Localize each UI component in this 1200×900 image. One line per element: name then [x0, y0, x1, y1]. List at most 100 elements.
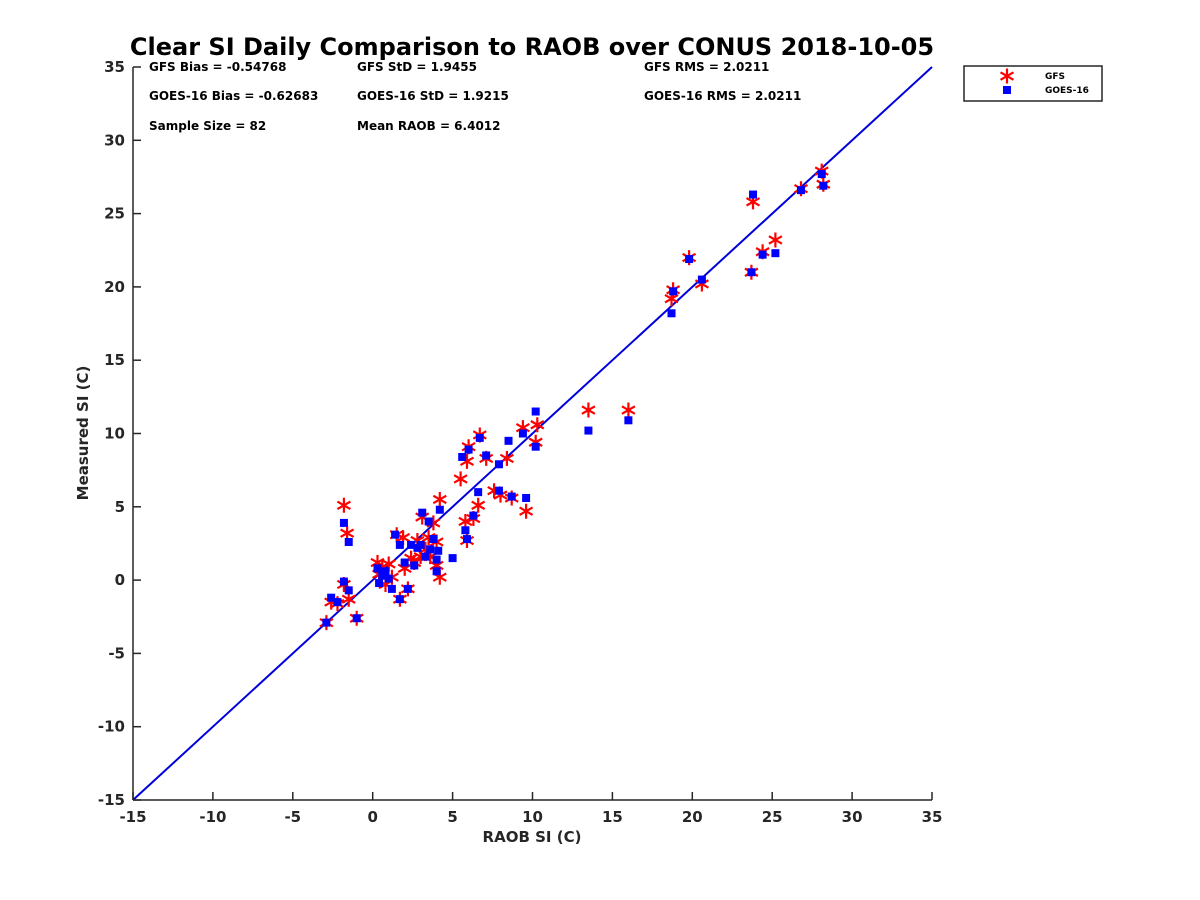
goes-16-point — [507, 492, 516, 501]
goes-16-point — [395, 540, 404, 549]
goes-16-point — [387, 584, 396, 593]
x-tick-label: 10 — [522, 808, 543, 826]
goes-16-point — [494, 486, 503, 495]
goes-16-bias-stat: GOES-16 Bias = -0.62683 — [149, 89, 318, 103]
goes-16-point — [344, 537, 353, 546]
goes-16-point — [669, 287, 678, 296]
goes-16-point — [482, 451, 491, 460]
goes-16-point — [747, 268, 756, 277]
y-tick-label: -5 — [108, 644, 125, 662]
goes-16-point — [796, 186, 805, 195]
goes-16-point — [518, 429, 527, 438]
gfs-point — [621, 402, 636, 418]
axes — [132, 66, 933, 801]
gfs-point — [336, 497, 351, 513]
mean-raob-stat: Mean RAOB = 6.4012 — [357, 119, 501, 133]
goes-16-point — [819, 181, 828, 190]
legend-goes-16-label: GOES-16 — [1045, 86, 1089, 96]
goes-16-point — [469, 511, 478, 520]
gfs-point — [581, 402, 596, 418]
sample-size-stat: Sample Size = 82 — [149, 119, 266, 133]
goes-16-point — [416, 540, 425, 549]
x-tick-label: 35 — [922, 808, 943, 826]
goes-16-point — [432, 555, 441, 564]
goes-16-point — [352, 614, 361, 623]
goes-16-point — [464, 445, 473, 454]
goes-16-point — [375, 579, 384, 588]
goes-16-point — [424, 517, 433, 526]
goes-16-point — [771, 249, 780, 258]
y-tick-label: 5 — [115, 498, 125, 516]
goes-16-point — [339, 518, 348, 527]
goes-16-point — [758, 250, 767, 259]
goes-16-point — [391, 530, 400, 539]
gfs-bias-stat: GFS Bias = -0.54768 — [149, 60, 286, 74]
one-to-one-line — [132, 66, 933, 801]
goes-16-point — [624, 416, 633, 425]
gfs-point — [768, 232, 783, 248]
y-tick-label: 10 — [104, 425, 125, 443]
goes-16-std-stat: GOES-16 StD = 1.9215 — [357, 89, 509, 103]
goes-16-point — [403, 584, 412, 593]
goes-16-rms-stat: GOES-16 RMS = 2.0211 — [644, 89, 801, 103]
x-tick-label: -10 — [199, 808, 226, 826]
goes-16-point — [697, 275, 706, 284]
y-tick-label: 20 — [104, 278, 125, 296]
goes-16-point — [410, 561, 419, 570]
x-tick-label: 15 — [602, 808, 623, 826]
goes-16-point — [344, 586, 353, 595]
goes-16-point — [667, 309, 676, 318]
statistics-annotations: GFS Bias = -0.54768 GFS StD = 1.9455 GFS… — [149, 60, 801, 133]
x-tick-label: 25 — [762, 808, 783, 826]
y-tick-label: 30 — [104, 131, 125, 149]
goes-16-point — [448, 554, 457, 563]
goes-16-point — [474, 488, 483, 497]
goes-16-point — [531, 442, 540, 451]
gfs-point — [519, 503, 534, 519]
x-tick-label: -15 — [119, 808, 146, 826]
goes-16-point — [462, 535, 471, 544]
legend-goes-16-square — [1003, 86, 1011, 94]
goes-16-point — [378, 571, 387, 580]
goes-16-point — [685, 255, 694, 264]
gfs-point — [432, 492, 447, 507]
y-axis-title: Measured SI (C) — [74, 366, 92, 501]
x-tick-label: 30 — [842, 808, 863, 826]
y-tick-label: 25 — [104, 205, 125, 223]
x-tick-label: 0 — [367, 808, 377, 826]
goes-16-point — [426, 545, 435, 554]
goes-16-point — [421, 552, 430, 561]
x-tick-label: 5 — [447, 808, 457, 826]
y-tick-label: 0 — [115, 571, 125, 589]
goes-16-point — [504, 436, 513, 445]
gfs-point — [530, 417, 545, 433]
goes-16-point — [429, 535, 438, 544]
goes-16-point — [400, 558, 409, 567]
y-tick-label: -15 — [98, 791, 125, 809]
goes-16-point — [435, 505, 444, 514]
chart-title: Clear SI Daily Comparison to RAOB over C… — [130, 33, 934, 61]
gfs-point — [471, 497, 486, 513]
goes-16-point — [531, 407, 540, 416]
goes-16-point — [434, 546, 443, 555]
y-tick-label: -10 — [98, 718, 125, 736]
legend-goes-16-marker — [1003, 86, 1011, 94]
gfs-rms-stat: GFS RMS = 2.0211 — [644, 60, 769, 74]
goes-16-point — [384, 574, 393, 583]
goes-16-point — [749, 190, 758, 199]
y-tick-label: 35 — [104, 58, 125, 76]
goes-16-series — [322, 170, 828, 627]
goes-16-point — [522, 494, 531, 503]
goes-16-point — [381, 567, 390, 576]
x-tick-label: 20 — [682, 808, 703, 826]
goes-16-point — [461, 526, 470, 535]
goes-16-point — [333, 598, 342, 607]
goes-16-point — [407, 540, 416, 549]
legend-gfs-asterisk — [999, 68, 1015, 84]
legend-gfs-label: GFS — [1045, 72, 1065, 82]
gfs-point — [453, 471, 468, 487]
goes-16-point — [327, 593, 336, 602]
y-tick-label: 15 — [104, 351, 125, 369]
gfs-series — [319, 163, 831, 631]
